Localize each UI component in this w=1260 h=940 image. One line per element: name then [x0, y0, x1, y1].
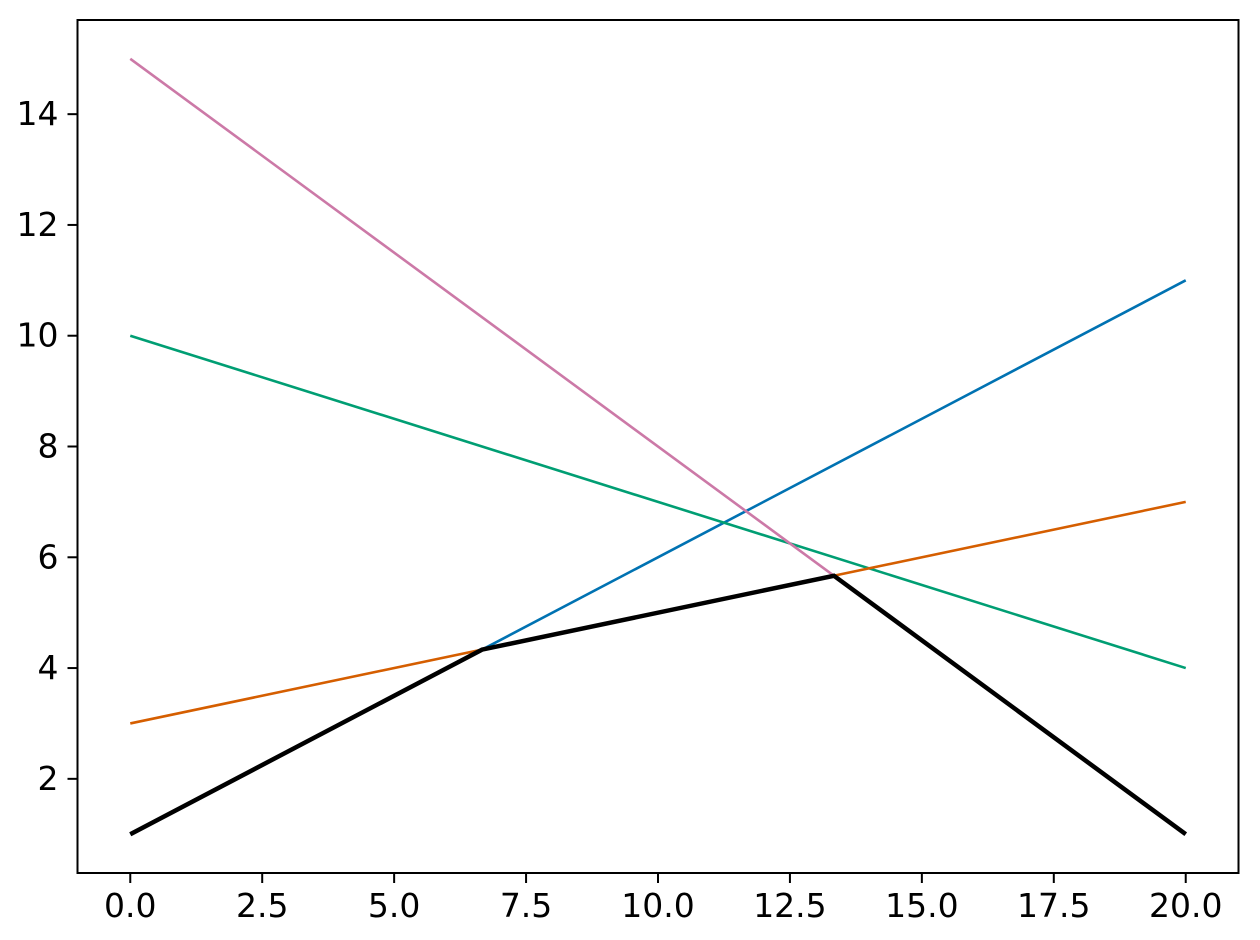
y-tick-label: 12: [17, 205, 59, 244]
x-tick-label: 0.0: [104, 886, 156, 925]
y-axis: 2 4 6 8 10 12 14: [17, 94, 78, 798]
y-tick-label: 10: [17, 316, 59, 355]
x-tick-label: 12.5: [753, 886, 826, 925]
x-tick-label: 20.0: [1149, 886, 1222, 925]
y-tick-label: 14: [17, 94, 59, 133]
x-tick-label: 2.5: [236, 886, 288, 925]
y-tick-label: 2: [38, 759, 59, 798]
x-tick-label: 5.0: [368, 886, 420, 925]
x-tick-label: 7.5: [500, 886, 552, 925]
series-green-line: [129, 334, 1187, 670]
series-lines: [129, 57, 1188, 837]
y-tick-label: 8: [38, 427, 59, 466]
x-tick-label: 15.0: [885, 886, 958, 925]
y-tick-label: 6: [38, 537, 59, 576]
series-min-envelope-line: [129, 573, 1188, 837]
y-tick-label: 4: [38, 648, 59, 687]
x-tick-label: 10.0: [621, 886, 694, 925]
x-axis: 0.0 2.5 5.0 7.5 10.0 12.5 15.0 17.5 20.0: [104, 873, 1222, 925]
x-tick-label: 17.5: [1017, 886, 1090, 925]
